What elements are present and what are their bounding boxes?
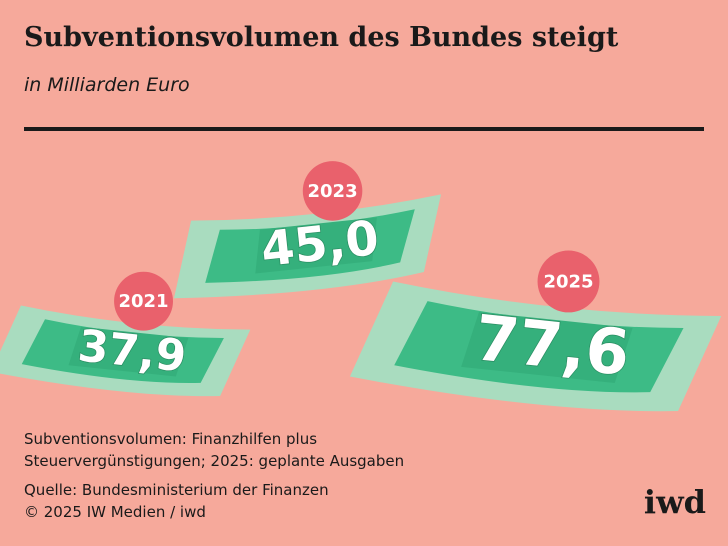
source-text: Quelle: Bundesministerium der Finanzen xyxy=(24,481,329,499)
bill-window xyxy=(255,217,377,274)
copyright: © 2025 IW Medien / iwd xyxy=(24,503,206,521)
bill-group: 45,0 xyxy=(173,194,442,299)
category-label: 2025 xyxy=(543,271,593,292)
value-label: 45,0 xyxy=(259,211,382,278)
source: Quelle: Bundesministerium der Finanzen © … xyxy=(24,479,329,523)
title-rule xyxy=(24,127,704,131)
bill-window xyxy=(68,326,189,377)
category-label: 2023 xyxy=(308,181,358,202)
bill-window xyxy=(461,311,633,384)
year-badge xyxy=(302,161,363,221)
year-badge xyxy=(537,250,600,313)
note: Subventionsvolumen: Finanzhilfen plus St… xyxy=(24,430,405,470)
chart-title: Subventionsvolumen des Bundes steigt xyxy=(24,22,619,53)
value-label: 77,6 xyxy=(472,301,633,390)
logo: iwd xyxy=(643,483,706,521)
chart: 37,9 2021 45,0 2023 77,6 2025 xyxy=(0,161,722,412)
chart-subtitle: in Milliarden Euro xyxy=(24,74,190,96)
category-label: 2021 xyxy=(118,291,168,312)
bill-group: 37,9 xyxy=(0,305,251,397)
bill-group: 77,6 xyxy=(349,281,722,412)
year-badge xyxy=(114,271,173,331)
value-label: 37,9 xyxy=(76,320,189,382)
